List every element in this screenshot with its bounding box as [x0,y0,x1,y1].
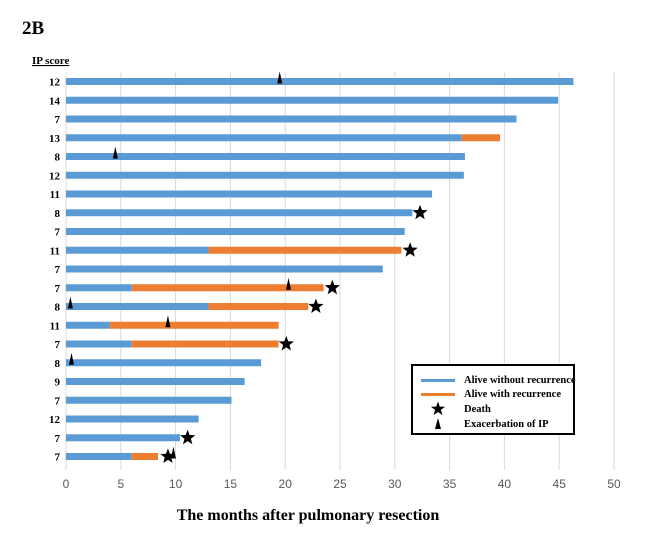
x-tick-label: 45 [553,477,567,491]
x-tick-label: 40 [498,477,512,491]
legend-item-with-recurrence: Alive with recurrence [421,387,561,401]
bar-alive-without-recurrence [66,190,433,198]
x-tick-label: 10 [169,477,183,491]
ip-score-label: 7 [55,395,61,407]
bar-alive-without-recurrence [66,153,465,160]
bar-alive-with-recurrence [208,246,402,254]
bars-group [66,78,574,460]
legend-swatch-with-recurrence [421,392,455,396]
legend-swatch-without-recurrence [421,378,455,382]
death-marker [402,242,418,257]
bar-alive-without-recurrence [66,96,559,104]
ip-score-label: 8 [55,208,61,220]
exacerbation-marker [165,315,171,328]
death-marker [324,279,340,295]
bar-alive-without-recurrence [66,415,199,423]
legend-item-without-recurrence: Alive without recurrence [421,373,576,387]
death-marker [308,298,324,313]
death-marker [412,204,428,220]
bar-alive-without-recurrence [66,284,132,292]
exacerbation-marker [67,296,73,309]
bar-alive-without-recurrence [66,171,464,179]
exacerbation-marker [68,352,74,365]
ip-score-label: 8 [55,358,61,370]
legend-label-exacerbation: Exacerbation of IP [464,418,549,430]
markers-group [67,71,428,463]
ip-score-label: 7 [55,339,61,351]
bar-alive-without-recurrence [66,321,110,329]
legend-item-exacerbation: Exacerbation of IP [421,417,549,431]
bar-alive-with-recurrence [109,321,279,329]
bar-alive-without-recurrence [66,303,209,310]
legend-item-death: Death [421,401,491,417]
bar-alive-without-recurrence [66,453,132,460]
legend: Alive without recurrence Alive with recu… [411,364,576,435]
bar-alive-without-recurrence [66,378,245,385]
bar-alive-without-recurrence [66,209,413,217]
ip-score-label: 7 [55,264,61,276]
triangle-icon [421,418,455,430]
bar-alive-without-recurrence [66,246,209,254]
bar-alive-without-recurrence [66,434,180,442]
bar-alive-without-recurrence [66,359,262,367]
ip-score-label: 7 [55,452,61,464]
bar-alive-with-recurrence [208,303,309,310]
x-tick-label: 15 [224,477,238,491]
x-tick-labels: 0 5 10 15 20 25 30 35 40 45 50 [63,477,621,491]
bar-alive-with-recurrence [131,453,159,460]
bar-alive-without-recurrence [66,396,232,404]
x-tick-label: 50 [607,477,621,491]
y-axis-header: IP score [32,55,69,67]
exacerbation-marker [277,71,283,84]
ip-score-label: 12 [49,77,61,89]
bar-alive-without-recurrence [66,134,462,142]
ip-score-label: 11 [50,320,60,332]
death-marker [180,429,196,445]
ip-score-label: 12 [49,170,61,182]
x-tick-label: 30 [388,477,402,491]
x-tick-label: 20 [279,477,293,491]
bar-alive-with-recurrence [461,134,501,142]
legend-label-without-recurrence: Alive without recurrence [464,374,576,386]
ip-score-label: 7 [55,433,61,445]
bar-alive-with-recurrence [131,284,324,292]
legend-label-with-recurrence: Alive with recurrence [464,388,561,400]
ip-score-label: 7 [55,283,61,295]
death-marker [278,336,294,351]
bar-alive-without-recurrence [66,265,383,273]
bar-alive-without-recurrence [66,78,574,85]
legend-label-death: Death [464,403,491,415]
bar-alive-without-recurrence [66,228,405,235]
bar-alive-without-recurrence [66,340,132,348]
ip-score-label: 7 [55,227,61,239]
x-axis-title: The months after pulmonary resection [177,507,440,524]
bar-alive-without-recurrence [66,115,517,123]
ip-score-label: 14 [49,95,61,107]
ip-score-label: 12 [49,414,61,426]
x-tick-label: 25 [333,477,347,491]
ip-score-label: 8 [55,152,61,164]
death-marker [160,448,176,463]
ip-score-label: 8 [55,302,61,314]
bar-alive-with-recurrence [131,340,279,348]
x-tick-label: 35 [443,477,457,491]
x-tick-label: 5 [117,477,124,491]
star-icon [421,401,455,417]
exacerbation-marker [112,146,118,159]
ip-score-labels: 12 14 7 13 8 12 11 8 7 11 7 7 8 11 7 8 9 7 12 7 7 [49,77,61,464]
ip-score-label: 11 [50,189,60,201]
ip-score-label: 11 [50,245,60,257]
x-tick-label: 0 [63,477,70,491]
exacerbation-marker [285,277,291,290]
ip-score-label: 13 [49,133,61,145]
ip-score-label: 7 [55,114,61,126]
ip-score-label: 9 [55,377,61,389]
figure-label: 2B [22,18,45,39]
